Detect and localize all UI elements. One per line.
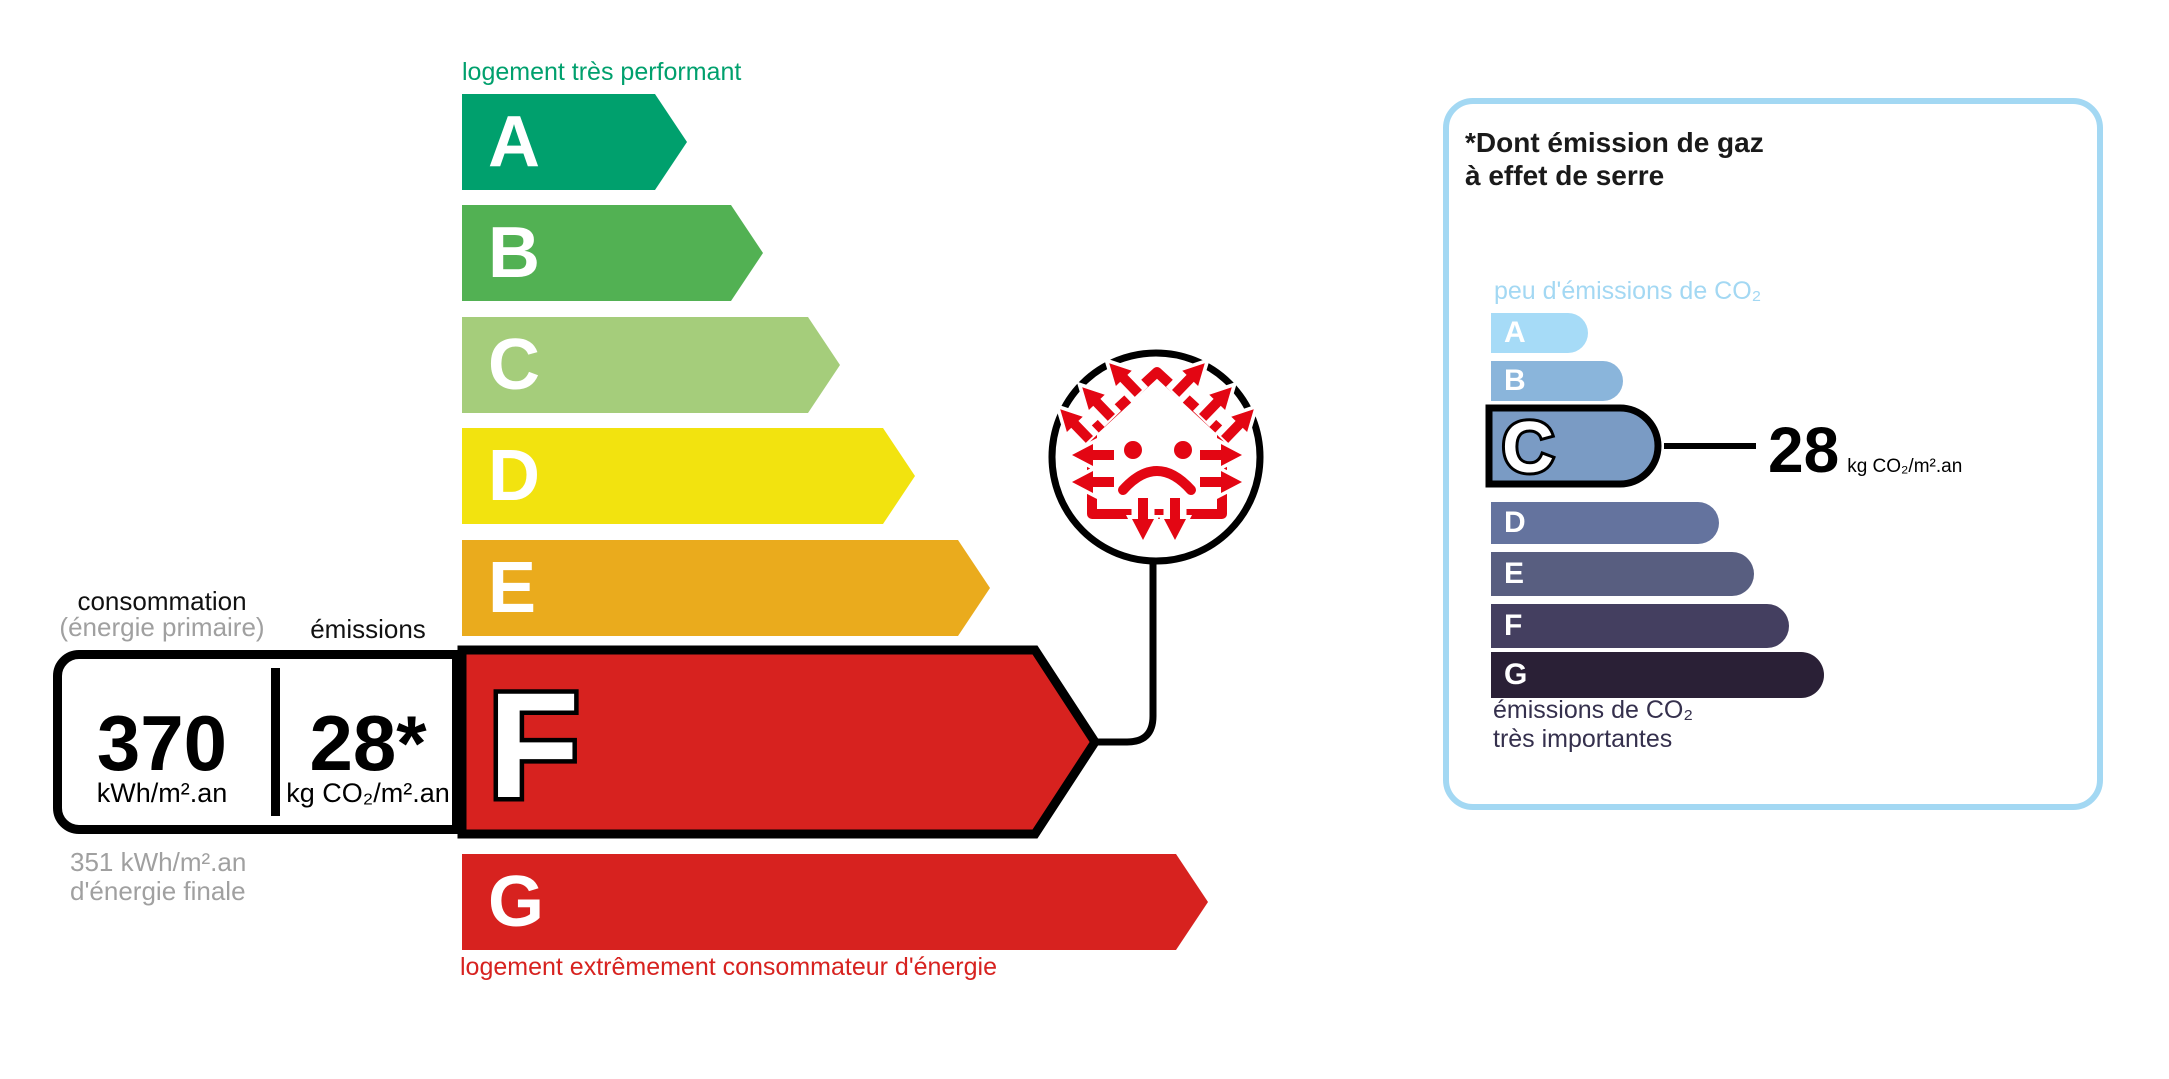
energy-bar-letter: C xyxy=(488,325,540,405)
leak-arrow-icon xyxy=(1214,403,1260,449)
house-sad-mouth xyxy=(1118,466,1196,495)
energy-bar-letter: B xyxy=(488,213,540,293)
energy-bar-letter: G xyxy=(488,862,545,942)
co2-bar-letter: D xyxy=(1504,506,1526,539)
co2-bar-E: E xyxy=(1491,552,1754,596)
consumption-sublabel: (énergie primaire) xyxy=(59,612,265,642)
house-leak-arrows xyxy=(1054,357,1260,548)
co2-bar-letter: G xyxy=(1504,658,1528,691)
emissions-unit: kg CO₂/m².an xyxy=(286,778,450,808)
house-eye-right xyxy=(1174,441,1192,459)
energy-bar-D: D xyxy=(462,428,915,524)
leak-arrow-icon xyxy=(1064,465,1116,499)
leak-arrow-icon xyxy=(1126,496,1160,548)
co2-panel: *Dont émission de gaz à effet de serre p… xyxy=(1443,98,2103,810)
leak-arrow-icon xyxy=(1064,438,1116,472)
energy-bar-letter: E xyxy=(488,548,537,628)
co2-bar-letter: E xyxy=(1504,557,1525,590)
value-box-divider xyxy=(271,668,280,816)
co2-value: 28 xyxy=(1768,414,1840,486)
co2-value-unit: kg CO₂/m².an xyxy=(1847,456,1963,477)
co2-bar-letter: A xyxy=(1504,316,1526,349)
consumption-unit: kWh/m².an xyxy=(96,778,228,808)
leak-arrow-icon xyxy=(1103,357,1149,403)
energy-bar-A: A xyxy=(462,94,687,190)
co2-bar-G: G xyxy=(1491,652,1824,698)
co2-panel-title: *Dont émission de gaz à effet de serre xyxy=(1465,126,1764,192)
emissions-value: 28* xyxy=(309,699,427,787)
sad-house-icon xyxy=(1054,357,1260,548)
co2-bottom-line1: émissions de CO₂ xyxy=(1493,696,1694,724)
house-connector-line xyxy=(1093,557,1157,746)
emissions-label: émissions xyxy=(310,614,426,644)
co2-title-line2: à effet de serre xyxy=(1465,160,1665,191)
selected-energy-arrow xyxy=(457,645,1101,839)
co2-title-line1: *Dont émission de gaz xyxy=(1465,127,1764,158)
energy-bar-letter: D xyxy=(488,436,540,516)
co2-bottom-line2: très importantes xyxy=(1493,725,1673,753)
house-eye-left xyxy=(1124,441,1142,459)
co2-bar-letter: F xyxy=(1504,609,1523,642)
value-box xyxy=(53,650,461,834)
energy-bar-letter: A xyxy=(488,102,540,182)
co2-bar-letter: B xyxy=(1504,364,1526,397)
co2-bar-D: D xyxy=(1491,502,1719,544)
energy-bar-E: E xyxy=(462,540,990,636)
house-icon-circle xyxy=(1048,349,1264,565)
co2-bottom-label: émissions de CO₂ très importantes xyxy=(1493,696,1693,754)
consumption-label: consommation xyxy=(77,586,247,616)
consumption-value: 370 xyxy=(96,699,228,787)
co2-value-row: 28 kg CO₂/m².an xyxy=(1768,418,1962,482)
energy-bar-G: G xyxy=(462,854,1208,950)
energy-bar-C: C xyxy=(462,317,840,413)
co2-bar-F: F xyxy=(1491,604,1789,648)
leak-arrow-icon xyxy=(1054,403,1100,449)
leak-arrow-icon xyxy=(1192,381,1238,427)
selected-energy-letter: F xyxy=(488,661,580,829)
final-energy-line2: d'énergie finale xyxy=(70,876,246,906)
house-outline xyxy=(1087,367,1227,519)
final-energy-note: 351 kWh/m².an d'énergie finale xyxy=(70,848,246,906)
leak-arrow-icon xyxy=(1076,381,1122,427)
final-energy-line1: 351 kWh/m².an xyxy=(70,847,247,877)
leak-arrow-icon xyxy=(1165,357,1211,403)
co2-top-label: peu d'émissions de CO₂ xyxy=(1494,277,1762,305)
top-scale-label: logement très performant xyxy=(462,58,742,86)
leak-arrow-icon xyxy=(1158,496,1192,548)
energy-bar-B: B xyxy=(462,205,763,301)
bottom-scale-label: logement extrêmement consommateur d'éner… xyxy=(460,953,997,981)
leak-arrow-icon xyxy=(1198,438,1250,472)
co2-bar-B: B xyxy=(1491,361,1623,401)
leak-arrow-icon xyxy=(1198,465,1250,499)
co2-bar-A: A xyxy=(1491,313,1588,353)
